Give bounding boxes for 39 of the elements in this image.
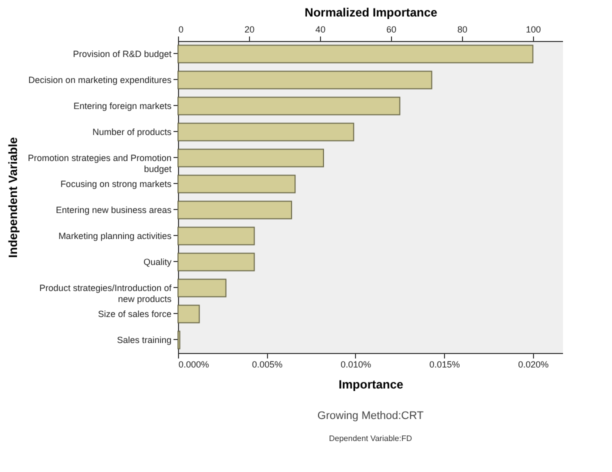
bar: [178, 174, 296, 194]
bar: [178, 70, 432, 90]
x-tick-label: 0.000%: [178, 360, 210, 370]
y-tick-label: Provision of R&D budget: [72, 49, 172, 59]
text: Growing Method:CRT: [317, 410, 424, 422]
y-tick-label: Number of products: [92, 127, 172, 137]
x-tick-label: 0.020%: [518, 360, 549, 370]
bar: [178, 122, 354, 142]
x2-axis-title: Normalized Importance: [304, 6, 438, 20]
y-tick-label: Entering foreign markets: [73, 101, 172, 111]
x2-tick-label: 80: [457, 24, 468, 34]
y-tick-label: Product strategies/Introduction of new products: [39, 283, 172, 304]
bar: [178, 200, 292, 220]
x-tick-label: 0.015%: [429, 360, 460, 370]
x2-tick-label: 100: [526, 24, 541, 34]
bar: [178, 44, 534, 64]
y-tick-label: Size of sales force: [98, 309, 172, 319]
y-tick-label: Focusing on strong markets: [60, 179, 172, 189]
x2-tick-label: 40: [315, 24, 326, 34]
y-axis-title: Independent Variable: [6, 136, 20, 258]
x-tick-label: 0.010%: [340, 360, 372, 370]
x2-tick-label: 20: [244, 24, 254, 34]
y-tick-label: Promotion strategies and Promotion budget: [28, 153, 172, 174]
bar: [178, 252, 255, 272]
x-axis-title: Importance: [338, 378, 404, 392]
y-tick-label: Entering new business areas: [56, 205, 172, 215]
y-tick-label: Sales training: [116, 335, 172, 345]
bar: [178, 96, 400, 116]
x2-tick-label: 0: [178, 24, 184, 34]
bar: [178, 148, 324, 168]
bar: [178, 226, 255, 246]
x-tick-label: 0.005%: [252, 360, 282, 370]
text: Dependent Variable:FD: [328, 434, 412, 443]
y-tick-label: Decision on marketing expenditures: [28, 75, 172, 85]
y-tick-label: Marketing planning activities: [58, 231, 172, 241]
bar: [178, 278, 226, 298]
bar: [178, 304, 200, 324]
y-tick-label: Quality: [143, 257, 172, 267]
x2-tick-label: 60: [386, 24, 396, 34]
